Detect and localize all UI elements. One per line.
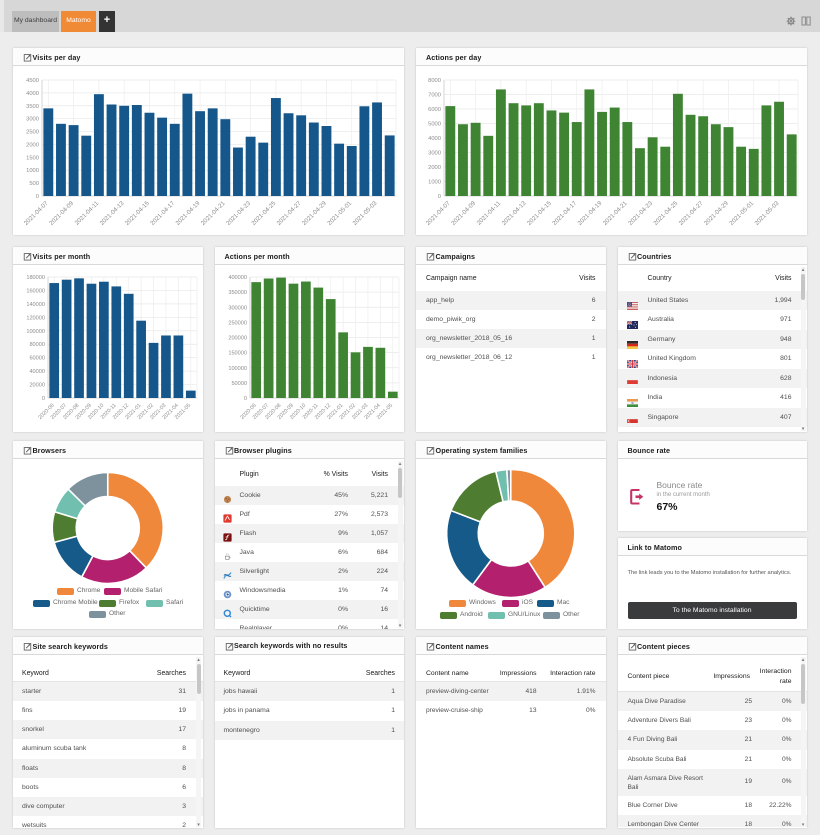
svg-text:2021-04-17: 2021-04-17 — [551, 200, 578, 227]
svg-text:2021-05-03: 2021-05-03 — [351, 200, 378, 227]
svg-text:160000: 160000 — [26, 288, 45, 294]
svg-text:2021-04-19: 2021-04-19 — [174, 200, 201, 227]
svg-text:20000: 20000 — [29, 383, 45, 389]
svg-text:400000: 400000 — [228, 275, 247, 281]
svg-text:2021-05-01: 2021-05-01 — [728, 200, 755, 227]
svg-text:100000: 100000 — [228, 366, 247, 372]
svg-text:350000: 350000 — [228, 290, 247, 296]
svg-text:7000: 7000 — [428, 93, 441, 99]
svg-text:120000: 120000 — [26, 315, 45, 321]
svg-text:3000: 3000 — [428, 151, 441, 157]
svg-text:2021-04-21: 2021-04-21 — [602, 200, 629, 227]
svg-text:2021-04-17: 2021-04-17 — [149, 200, 176, 227]
svg-text:140000: 140000 — [26, 302, 45, 308]
svg-text:2021-04-27: 2021-04-27 — [276, 200, 303, 227]
svg-text:2021-04-19: 2021-04-19 — [576, 200, 603, 227]
svg-text:80000: 80000 — [29, 342, 45, 348]
svg-text:150000: 150000 — [228, 351, 247, 357]
svg-text:250000: 250000 — [228, 320, 247, 326]
svg-text:5000: 5000 — [428, 122, 441, 128]
svg-text:2000: 2000 — [26, 142, 39, 148]
svg-text:8000: 8000 — [428, 78, 441, 84]
svg-text:2500: 2500 — [26, 130, 39, 136]
svg-text:2021-04-09: 2021-04-09 — [450, 200, 477, 227]
svg-text:2021-04-27: 2021-04-27 — [678, 200, 705, 227]
svg-text:3000: 3000 — [26, 117, 39, 123]
svg-text:2021-04-07: 2021-04-07 — [23, 200, 50, 227]
svg-text:2021-04-29: 2021-04-29 — [301, 200, 328, 227]
svg-text:1000: 1000 — [26, 168, 39, 174]
svg-text:200000: 200000 — [228, 336, 247, 342]
svg-text:2021-04-11: 2021-04-11 — [476, 200, 503, 227]
svg-text:4000: 4000 — [26, 91, 39, 97]
svg-text:2021-04-23: 2021-04-23 — [225, 200, 252, 227]
svg-text:2021-04-11: 2021-04-11 — [74, 200, 101, 227]
svg-text:0: 0 — [243, 396, 246, 402]
svg-text:4000: 4000 — [428, 136, 441, 142]
svg-text:6000: 6000 — [428, 107, 441, 113]
svg-text:50000: 50000 — [231, 381, 247, 387]
svg-text:500: 500 — [29, 181, 39, 187]
svg-text:2021-04-09: 2021-04-09 — [48, 200, 75, 227]
svg-text:2021-04-29: 2021-04-29 — [703, 200, 730, 227]
svg-text:180000: 180000 — [26, 275, 45, 281]
svg-text:300000: 300000 — [228, 305, 247, 311]
svg-text:40000: 40000 — [29, 369, 45, 375]
svg-text:0: 0 — [36, 194, 39, 200]
svg-text:1500: 1500 — [26, 155, 39, 161]
svg-text:2021-05-03: 2021-05-03 — [753, 200, 780, 227]
svg-text:2021-04-13: 2021-04-13 — [99, 200, 126, 227]
svg-text:2021-04-25: 2021-04-25 — [250, 200, 277, 227]
svg-text:2021-04-21: 2021-04-21 — [200, 200, 227, 227]
svg-text:2021-04-13: 2021-04-13 — [501, 200, 528, 227]
svg-text:4500: 4500 — [26, 78, 39, 84]
svg-text:1000: 1000 — [428, 180, 441, 186]
svg-text:100000: 100000 — [26, 329, 45, 335]
svg-text:2021-04-15: 2021-04-15 — [526, 200, 553, 227]
svg-text:2021-04-15: 2021-04-15 — [124, 200, 151, 227]
svg-text:3500: 3500 — [26, 104, 39, 110]
svg-text:0: 0 — [42, 396, 45, 402]
svg-text:2021-04-23: 2021-04-23 — [627, 200, 654, 227]
svg-text:0: 0 — [438, 194, 441, 200]
svg-text:2000: 2000 — [428, 165, 441, 171]
svg-text:2021-04-07: 2021-04-07 — [425, 200, 452, 227]
svg-text:60000: 60000 — [29, 356, 45, 362]
svg-text:2021-04-25: 2021-04-25 — [652, 200, 679, 227]
svg-text:2021-05-01: 2021-05-01 — [326, 200, 353, 227]
